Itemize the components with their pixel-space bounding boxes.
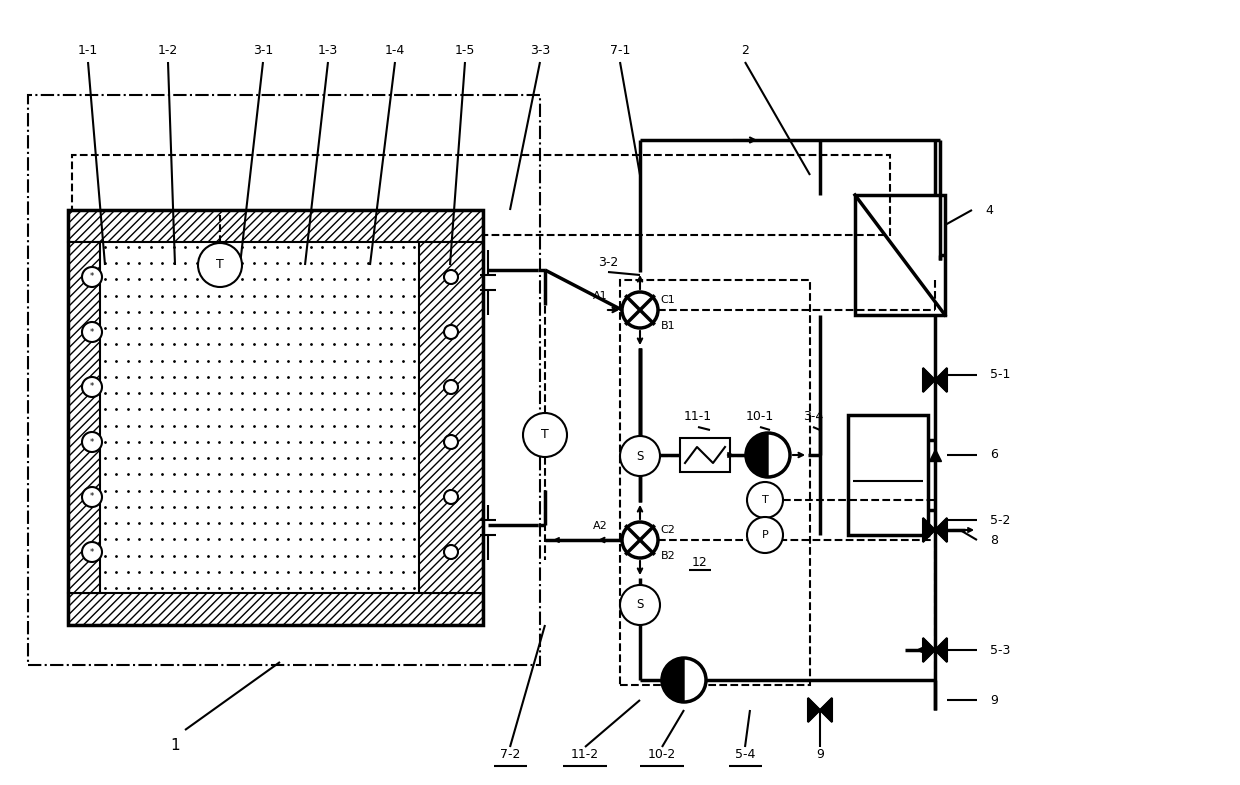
Bar [680,438,730,472]
Text: 1-5: 1-5 [455,43,475,57]
Text: 9: 9 [990,693,998,706]
Circle shape [662,658,706,702]
Polygon shape [935,638,947,662]
Text: A2: A2 [593,521,608,531]
Circle shape [82,542,102,562]
Polygon shape [923,638,935,662]
Polygon shape [923,368,935,392]
Polygon shape [935,518,947,542]
Text: 12: 12 [692,556,708,568]
Circle shape [444,270,458,284]
Polygon shape [746,433,768,477]
Bar [68,210,484,242]
Text: T: T [216,258,224,272]
Bar [29,95,539,665]
Text: 5-1: 5-1 [990,368,1011,382]
Text: S: S [636,450,644,462]
Text: 1-4: 1-4 [384,43,405,57]
Text: T: T [541,429,549,441]
Circle shape [82,432,102,452]
Circle shape [444,325,458,339]
Text: 8: 8 [990,534,998,546]
Polygon shape [923,518,935,542]
Bar [620,280,810,685]
Polygon shape [923,638,935,662]
Text: 3-3: 3-3 [529,43,551,57]
Text: 10-2: 10-2 [647,749,676,761]
Text: 7-1: 7-1 [610,43,630,57]
Text: 5-2: 5-2 [990,513,1011,527]
Bar [68,210,484,625]
Text: 5-3: 5-3 [990,644,1011,656]
Text: 11-2: 11-2 [570,749,599,761]
Text: B1: B1 [661,321,676,331]
Text: 9: 9 [816,749,823,761]
Text: 7-2: 7-2 [500,749,521,761]
Bar [68,242,100,593]
Circle shape [82,267,102,287]
Circle shape [444,490,458,504]
Circle shape [622,522,658,558]
Bar [72,155,890,235]
Circle shape [620,436,660,476]
Text: T: T [761,495,769,505]
Text: 6: 6 [990,448,998,462]
Circle shape [82,322,102,342]
Text: *: * [89,382,94,392]
Text: C2: C2 [661,525,676,535]
Bar [419,242,484,593]
Text: 2: 2 [742,43,749,57]
Circle shape [523,413,567,457]
Bar [856,195,945,315]
Text: 11-1: 11-1 [684,411,712,423]
Circle shape [746,517,782,553]
Text: *: * [89,327,94,337]
Text: 1-2: 1-2 [157,43,179,57]
Text: *: * [89,492,94,502]
Circle shape [82,487,102,507]
Text: 3-1: 3-1 [253,43,273,57]
Polygon shape [935,368,947,392]
Polygon shape [935,638,947,662]
Circle shape [746,482,782,518]
Polygon shape [935,368,947,392]
Text: C1: C1 [661,295,676,305]
Text: *: * [89,437,94,447]
Text: 1-1: 1-1 [78,43,98,57]
Text: A1: A1 [593,291,608,301]
Circle shape [444,380,458,394]
Text: P: P [761,530,769,540]
Circle shape [620,585,660,625]
Text: 3-2: 3-2 [598,255,618,268]
Text: 5-4: 5-4 [735,749,755,761]
Text: 3-4: 3-4 [802,411,823,423]
Polygon shape [808,698,820,722]
Text: S: S [636,598,644,612]
Text: 1: 1 [170,737,180,753]
Polygon shape [935,518,947,542]
Polygon shape [820,698,832,722]
Circle shape [444,545,458,559]
Polygon shape [808,698,820,722]
Polygon shape [820,698,832,722]
Text: 1-3: 1-3 [317,43,339,57]
Polygon shape [923,368,935,392]
Circle shape [746,433,790,477]
Text: 10-1: 10-1 [746,411,774,423]
Text: *: * [89,272,94,282]
Polygon shape [662,658,684,702]
Bar [68,593,484,625]
Circle shape [198,243,242,287]
Text: 4: 4 [985,203,993,217]
Circle shape [82,377,102,397]
Text: B2: B2 [661,551,676,561]
Polygon shape [923,518,935,542]
Circle shape [444,435,458,449]
Text: *: * [89,547,94,557]
Circle shape [622,292,658,328]
Bar [848,415,928,535]
